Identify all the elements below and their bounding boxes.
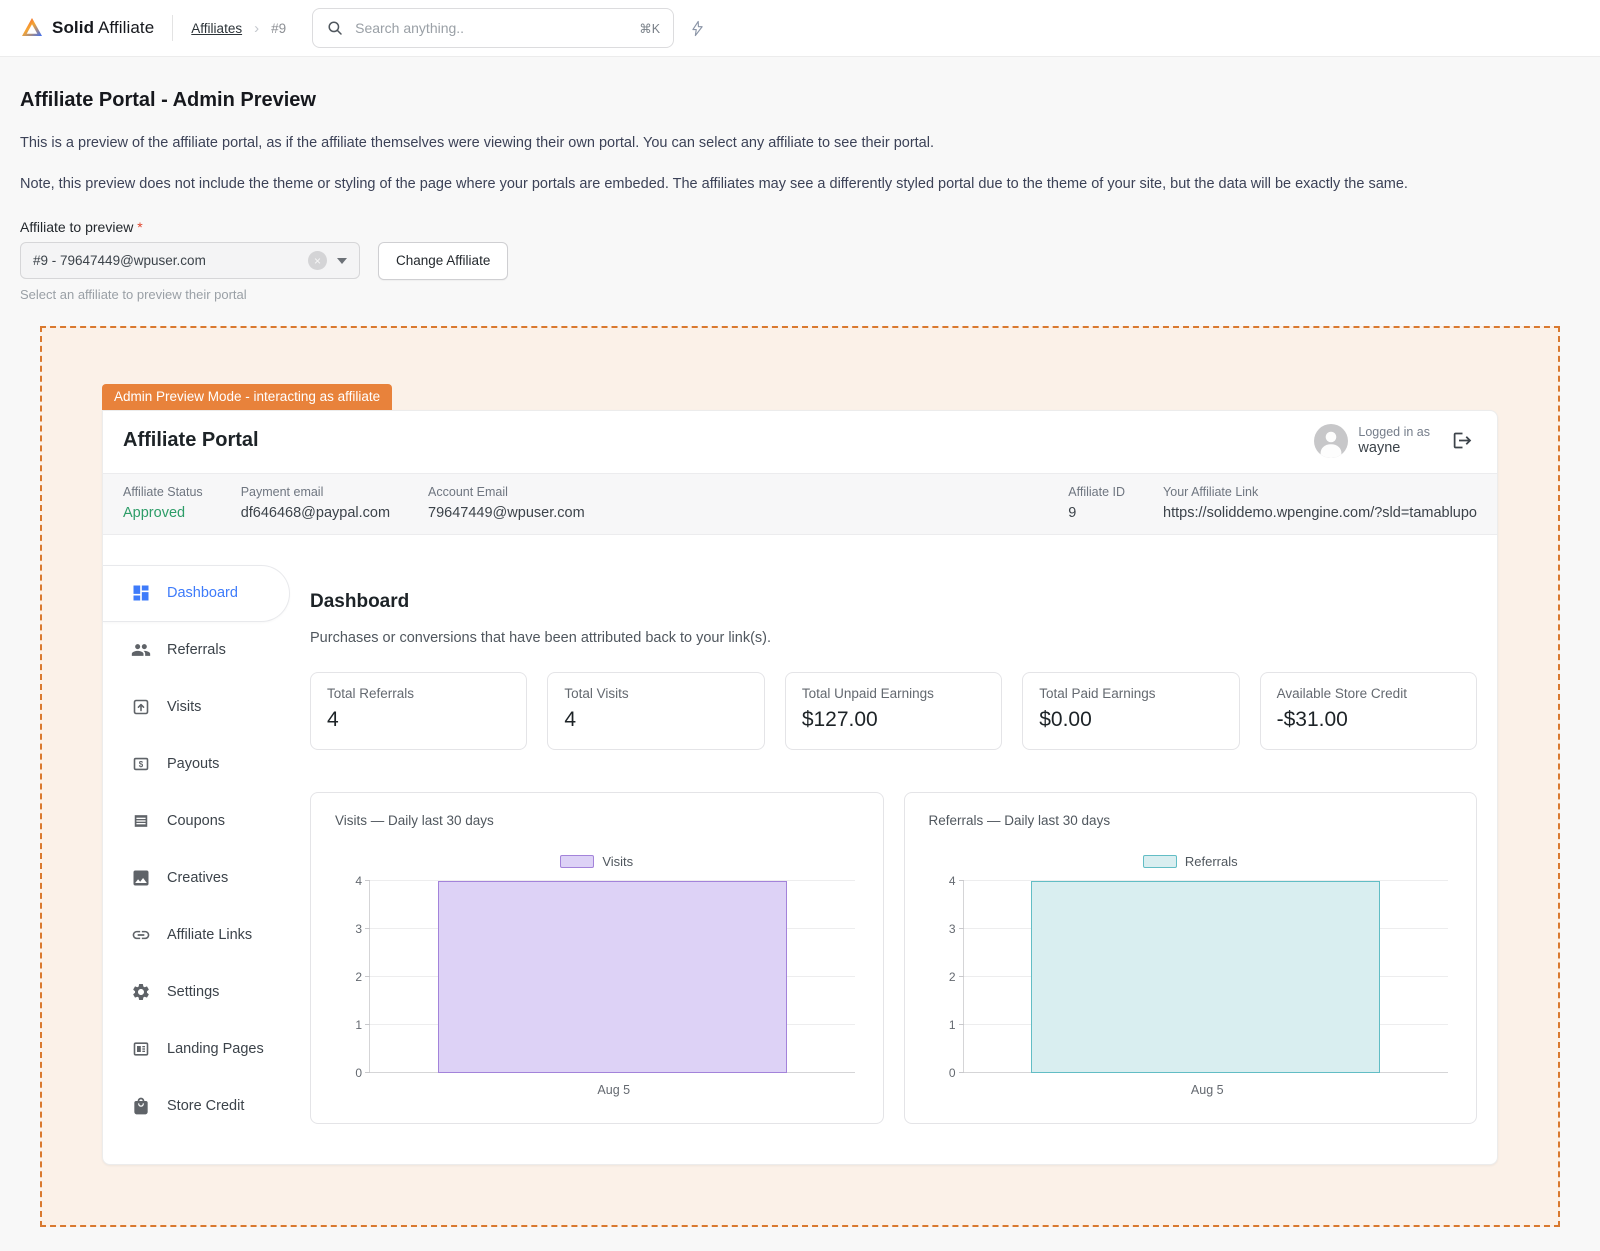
sidebar-item-visits[interactable]: Visits <box>103 679 290 736</box>
referrals-bar <box>1031 881 1380 1073</box>
logged-in-username: wayne <box>1358 440 1430 456</box>
shopping-bag-icon <box>131 1096 151 1116</box>
referrals-chart-card: Referrals — Daily last 30 days Referrals… <box>904 792 1478 1124</box>
admin-preview-badge: Admin Preview Mode - interacting as affi… <box>102 384 392 410</box>
stat-card-total-paid-earnings: Total Paid Earnings $0.00 <box>1022 672 1239 750</box>
dashboard-icon <box>131 583 151 603</box>
plot-area: 01234 <box>963 881 1449 1073</box>
sidebar-item-payouts[interactable]: $ Payouts <box>103 736 290 793</box>
affiliate-select-value: #9 - 79647449@wpuser.com <box>33 253 298 268</box>
referrals-legend[interactable]: Referrals <box>929 854 1453 869</box>
people-icon <box>131 640 151 660</box>
legend-swatch <box>1143 855 1177 868</box>
dollar-box-icon: $ <box>131 754 151 774</box>
change-affiliate-button[interactable]: Change Affiliate <box>378 242 508 280</box>
y-tick-label: 3 <box>930 923 956 935</box>
affiliate-portal-card: Affiliate Portal Logged in <box>102 410 1498 1165</box>
gear-icon <box>131 982 151 1002</box>
search-icon <box>326 19 344 37</box>
stat-card-total-visits: Total Visits 4 <box>547 672 764 750</box>
status-col-affiliate-link: Your Affiliate Link https://soliddemo.wp… <box>1163 485 1477 521</box>
image-icon <box>131 868 151 888</box>
x-axis-label: Aug 5 <box>369 1083 859 1097</box>
link-icon <box>131 925 151 945</box>
affiliate-select-help: Select an affiliate to preview their por… <box>20 287 1580 302</box>
status-col-affiliate-status: Affiliate Status Approved <box>123 485 203 521</box>
avatar <box>1314 424 1348 458</box>
affiliate-status-bar: Affiliate Status Approved Payment email … <box>103 473 1497 535</box>
chevron-down-icon <box>337 258 347 264</box>
page-description-1: This is a preview of the affiliate porta… <box>20 133 1580 153</box>
y-tick-label: 0 <box>336 1067 362 1079</box>
topbar: Solid Affiliate Affiliates › #9 ⌘K <box>0 0 1600 57</box>
lightning-bolt-icon[interactable] <box>689 19 706 38</box>
solid-affiliate-logo-icon <box>20 16 44 40</box>
status-col-account-email: Account Email 79647449@wpuser.com <box>428 485 585 521</box>
chevron-right-icon: › <box>254 20 259 37</box>
y-tick-label: 3 <box>336 923 362 935</box>
stat-card-total-unpaid-earnings: Total Unpaid Earnings $127.00 <box>785 672 1002 750</box>
clear-selection-icon[interactable]: × <box>308 251 327 270</box>
sidebar-item-creatives[interactable]: Creatives <box>103 850 290 907</box>
affiliate-select[interactable]: #9 - 79647449@wpuser.com × <box>20 242 360 279</box>
arrow-up-box-icon <box>131 697 151 717</box>
svg-text:$: $ <box>139 760 144 769</box>
logged-in-as-label: Logged in as <box>1358 425 1430 439</box>
page-description-2: Note, this preview does not include the … <box>20 174 1580 194</box>
breadcrumb: Affiliates › #9 <box>191 20 286 37</box>
page-title: Affiliate Portal - Admin Preview <box>20 89 1580 112</box>
visits-chart-card: Visits — Daily last 30 days Visits 01234… <box>310 792 884 1124</box>
y-tick-label: 2 <box>930 971 956 983</box>
stats-row: Total Referrals 4 Total Visits 4 Total U… <box>310 672 1477 750</box>
chart-title: Referrals — Daily last 30 days <box>929 813 1453 828</box>
ticket-icon <box>131 811 151 831</box>
sidebar-item-settings[interactable]: Settings <box>103 964 290 1021</box>
status-col-affiliate-id: Affiliate ID 9 <box>1068 485 1125 521</box>
y-tick-label: 2 <box>336 971 362 983</box>
dashboard-subheading: Purchases or conversions that have been … <box>310 630 1477 646</box>
legend-swatch <box>560 855 594 868</box>
y-tick-label: 0 <box>930 1067 956 1079</box>
sidebar-item-dashboard[interactable]: Dashboard <box>103 565 290 622</box>
sidebar-item-coupons[interactable]: Coupons <box>103 793 290 850</box>
x-axis-label: Aug 5 <box>963 1083 1453 1097</box>
portal-title: Affiliate Portal <box>123 429 259 452</box>
brand-logo[interactable]: Solid Affiliate <box>20 16 154 40</box>
status-approved-value: Approved <box>123 505 203 521</box>
dashboard-content: Dashboard Purchases or conversions that … <box>290 565 1497 1154</box>
visits-bar <box>438 881 787 1073</box>
sidebar-item-landing-pages[interactable]: Landing Pages <box>103 1021 290 1078</box>
brand-name: Solid Affiliate <box>52 18 154 38</box>
layout-icon <box>131 1039 151 1059</box>
search-box[interactable]: ⌘K <box>312 8 674 48</box>
breadcrumb-affiliates-link[interactable]: Affiliates <box>191 21 242 36</box>
chart-title: Visits — Daily last 30 days <box>335 813 859 828</box>
y-tick-label: 4 <box>336 875 362 887</box>
charts-row: Visits — Daily last 30 days Visits 01234… <box>310 792 1477 1124</box>
search-input[interactable] <box>353 19 630 37</box>
stat-card-total-referrals: Total Referrals 4 <box>310 672 527 750</box>
topbar-divider <box>172 15 173 41</box>
plot-area: 01234 <box>369 881 855 1073</box>
sidebar-item-store-credit[interactable]: Store Credit <box>103 1078 290 1135</box>
portal-sidebar: Dashboard Referrals <box>103 565 290 1154</box>
sidebar-item-referrals[interactable]: Referrals <box>103 622 290 679</box>
search-shortcut: ⌘K <box>639 21 660 36</box>
dashboard-heading: Dashboard <box>310 591 1477 613</box>
y-tick-label: 4 <box>930 875 956 887</box>
affiliate-select-label: Affiliate to preview * <box>20 219 1580 235</box>
logout-icon[interactable] <box>1452 430 1473 451</box>
y-tick-label: 1 <box>930 1019 956 1031</box>
visits-legend[interactable]: Visits <box>335 854 859 869</box>
status-col-payment-email: Payment email df646468@paypal.com <box>241 485 390 521</box>
sidebar-item-affiliate-links[interactable]: Affiliate Links <box>103 907 290 964</box>
breadcrumb-current: #9 <box>271 21 286 36</box>
stat-card-available-store-credit: Available Store Credit -$31.00 <box>1260 672 1477 750</box>
y-tick-label: 1 <box>336 1019 362 1031</box>
required-asterisk: * <box>137 219 142 235</box>
admin-preview-zone: Admin Preview Mode - interacting as affi… <box>40 326 1560 1227</box>
